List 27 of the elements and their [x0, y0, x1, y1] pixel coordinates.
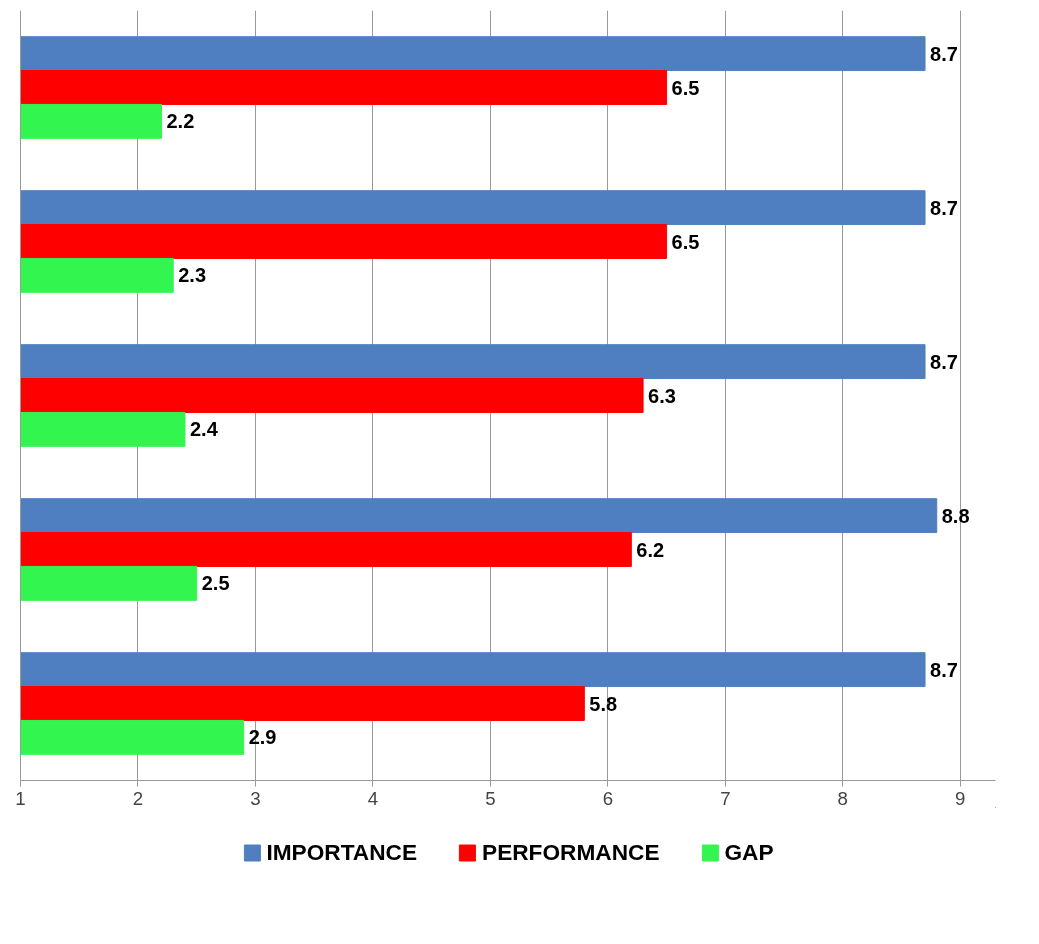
data-label: 8.7: [930, 196, 958, 219]
x-tick-label: 7: [720, 787, 731, 809]
x-tick-label: 4: [367, 787, 379, 809]
data-label: 8.7: [930, 350, 958, 373]
data-label: 8.8: [941, 504, 970, 527]
data-label: 2.4: [189, 418, 219, 441]
data-label: 2.9: [248, 726, 277, 749]
legend-label: GAP: [724, 838, 774, 866]
x-tick-label: 6: [602, 787, 614, 809]
data-label: 2.3: [178, 264, 207, 287]
legend-label: PERFORMANCE: [482, 838, 660, 866]
x-tick-label: 2: [132, 787, 144, 809]
data-label: 2.5: [201, 572, 230, 595]
x-tick-label: 5: [485, 787, 496, 809]
x-tick-label: 8: [837, 787, 848, 809]
data-label: 6.5: [671, 76, 700, 99]
legend-label: IMPORTANCE: [266, 838, 418, 866]
data-label: 5.8: [589, 692, 618, 715]
data-label: 2.2: [166, 110, 195, 133]
x-tick-label: 1: [15, 787, 26, 809]
x-tick-label: 9: [955, 787, 966, 809]
data-label: 8.7: [930, 42, 958, 65]
data-label: 6.2: [636, 538, 665, 561]
x-tick-label: 3: [250, 787, 261, 809]
data-label: 8.7: [930, 658, 958, 681]
data-label: 6.5: [671, 230, 700, 253]
data-label: 6.3: [648, 384, 676, 407]
